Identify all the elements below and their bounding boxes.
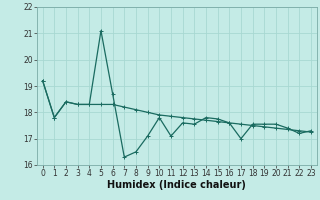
X-axis label: Humidex (Indice chaleur): Humidex (Indice chaleur) <box>108 180 246 190</box>
